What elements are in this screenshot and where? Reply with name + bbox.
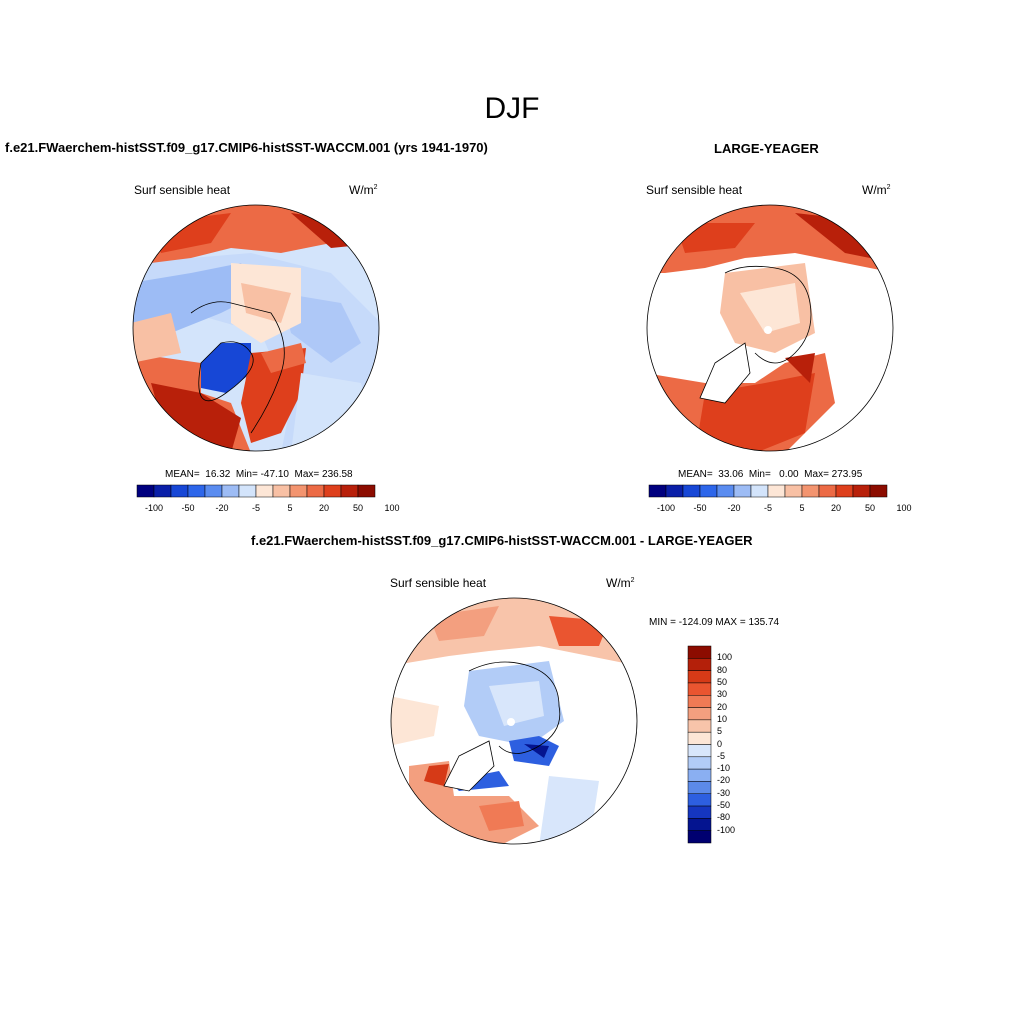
difference-colorbar-level: -50 <box>717 800 731 811</box>
case-polar-map <box>132 204 380 452</box>
reference-colorbar-box <box>818 484 837 498</box>
case-colorbar-box <box>153 484 172 498</box>
difference-polar-map <box>390 597 638 845</box>
case-colorbar-tick: 100 <box>384 503 400 513</box>
difference-colorbar-level: -5 <box>717 750 726 761</box>
difference-colorbar-level: -100 <box>717 824 736 835</box>
reference-colorbar-tick: 100 <box>896 503 912 513</box>
case-colorbar-box <box>306 484 325 498</box>
reference-colorbar-box <box>733 484 752 498</box>
case-colorbar-tick: -20 <box>215 503 229 513</box>
difference-colorbar-box <box>687 695 712 708</box>
page-title: DJF <box>484 92 540 125</box>
difference-colorbar-level: -30 <box>717 787 731 798</box>
case-colorbar-box <box>170 484 189 498</box>
reference-colorbar-tick: -20 <box>727 503 741 513</box>
case-colorbar-tick: 50 <box>352 503 364 513</box>
difference-colorbar-level: 10 <box>717 713 728 724</box>
reference-colorbar-tick: -100 <box>656 503 676 513</box>
difference-colorbar-level: -20 <box>717 775 731 786</box>
reference-colorbar-box <box>767 484 786 498</box>
reference-colorbar-ticks: -100 -50 -20 -5 5 20 50 100 <box>649 503 912 515</box>
reference-colorbar-tick: -5 <box>763 503 773 513</box>
difference-colorbar-level: 100 <box>717 652 733 663</box>
case-colorbar-tick: -5 <box>251 503 261 513</box>
difference-colorbar-box <box>687 682 712 696</box>
difference-units-label: W/m2 <box>606 576 635 590</box>
reference-colorbar-box <box>665 484 684 498</box>
case-colorbar-box <box>323 484 342 498</box>
case-units-label: W/m2 <box>349 183 378 197</box>
reference-colorbar-box <box>801 484 820 498</box>
case-colorbar-box <box>272 484 291 498</box>
difference-panel-title: f.e21.FWaerchem-histSST.f09_g17.CMIP6-hi… <box>251 533 753 548</box>
difference-colorbar-box <box>687 781 712 794</box>
case-colorbar-box <box>289 484 308 498</box>
difference-colorbar-box <box>687 719 712 733</box>
case-colorbar-ticks: -100 -50 -20 -5 5 20 50 100 <box>137 503 400 515</box>
case-panel-title: f.e21.FWaerchem-histSST.f09_g17.CMIP6-hi… <box>5 140 488 155</box>
reference-colorbar-tick: 5 <box>799 503 805 513</box>
difference-colorbar-box <box>687 756 712 770</box>
reference-colorbar-box <box>784 484 803 498</box>
case-colorbar-box <box>187 484 206 498</box>
difference-colorbar-level: 5 <box>717 726 723 737</box>
difference-colorbar-level: 50 <box>717 676 728 687</box>
difference-colorbar-box <box>687 830 712 844</box>
difference-colorbar <box>687 645 712 844</box>
case-colorbar-box <box>340 484 359 498</box>
reference-panel-title: LARGE-YEAGER <box>714 141 819 156</box>
case-colorbar-box <box>221 484 240 498</box>
case-colorbar-box <box>255 484 274 498</box>
reference-colorbar-box <box>682 484 701 498</box>
reference-colorbar-box <box>852 484 871 498</box>
difference-colorbar-box <box>687 658 712 671</box>
difference-colorbar-level: -10 <box>717 763 731 774</box>
difference-colorbar-level: 30 <box>717 689 728 700</box>
difference-colorbar-box <box>687 818 712 831</box>
case-colorbar <box>136 484 376 498</box>
reference-units-label: W/m2 <box>862 183 891 197</box>
case-stats: MEAN= 16.32 Min= -47.10 Max= 236.58 <box>165 469 353 480</box>
reference-colorbar-tick: 50 <box>864 503 876 513</box>
case-colorbar-box <box>204 484 223 498</box>
difference-colorbar-box <box>687 744 712 758</box>
case-colorbar-tick: 20 <box>318 503 330 513</box>
difference-stats: MIN = -124.09 MAX = 135.74 <box>649 617 780 628</box>
reference-colorbar-box <box>835 484 854 498</box>
difference-colorbar-box <box>687 768 712 782</box>
difference-colorbar-level: 20 <box>717 701 728 712</box>
difference-colorbar-level: -80 <box>717 812 731 823</box>
reference-colorbar-box <box>716 484 735 498</box>
reference-colorbar-tick: 20 <box>830 503 842 513</box>
difference-colorbar-levels: 100 80 50 30 20 10 5 0 -5 -10 -20 -30 -50 -80 -100 <box>717 646 757 843</box>
difference-colorbar-box <box>687 793 712 807</box>
difference-colorbar-level: 80 <box>717 664 728 675</box>
case-colorbar-box <box>238 484 257 498</box>
difference-colorbar-box <box>687 805 712 819</box>
difference-colorbar-box <box>687 645 712 659</box>
difference-colorbar-box <box>687 731 712 745</box>
case-colorbar-tick: -50 <box>181 503 195 513</box>
reference-colorbar-box <box>869 484 888 498</box>
reference-colorbar-box <box>750 484 769 498</box>
reference-colorbar-tick: -50 <box>693 503 707 513</box>
case-field-label: Surf sensible heat <box>134 183 231 197</box>
case-colorbar-box <box>357 484 376 498</box>
difference-colorbar-box <box>687 670 712 684</box>
difference-colorbar-box <box>687 707 712 721</box>
reference-colorbar-box <box>699 484 718 498</box>
reference-field-label: Surf sensible heat <box>646 183 743 197</box>
difference-colorbar-level: 0 <box>717 738 723 749</box>
reference-polar-map <box>646 204 894 452</box>
case-colorbar-box <box>136 484 155 498</box>
case-colorbar-tick: 5 <box>287 503 293 513</box>
case-colorbar-tick: -100 <box>144 503 164 513</box>
reference-colorbar-box <box>648 484 667 498</box>
reference-stats: MEAN= 33.06 Min= 0.00 Max= 273.95 <box>678 469 863 480</box>
reference-colorbar <box>648 484 888 498</box>
difference-field-label: Surf sensible heat <box>390 576 487 590</box>
